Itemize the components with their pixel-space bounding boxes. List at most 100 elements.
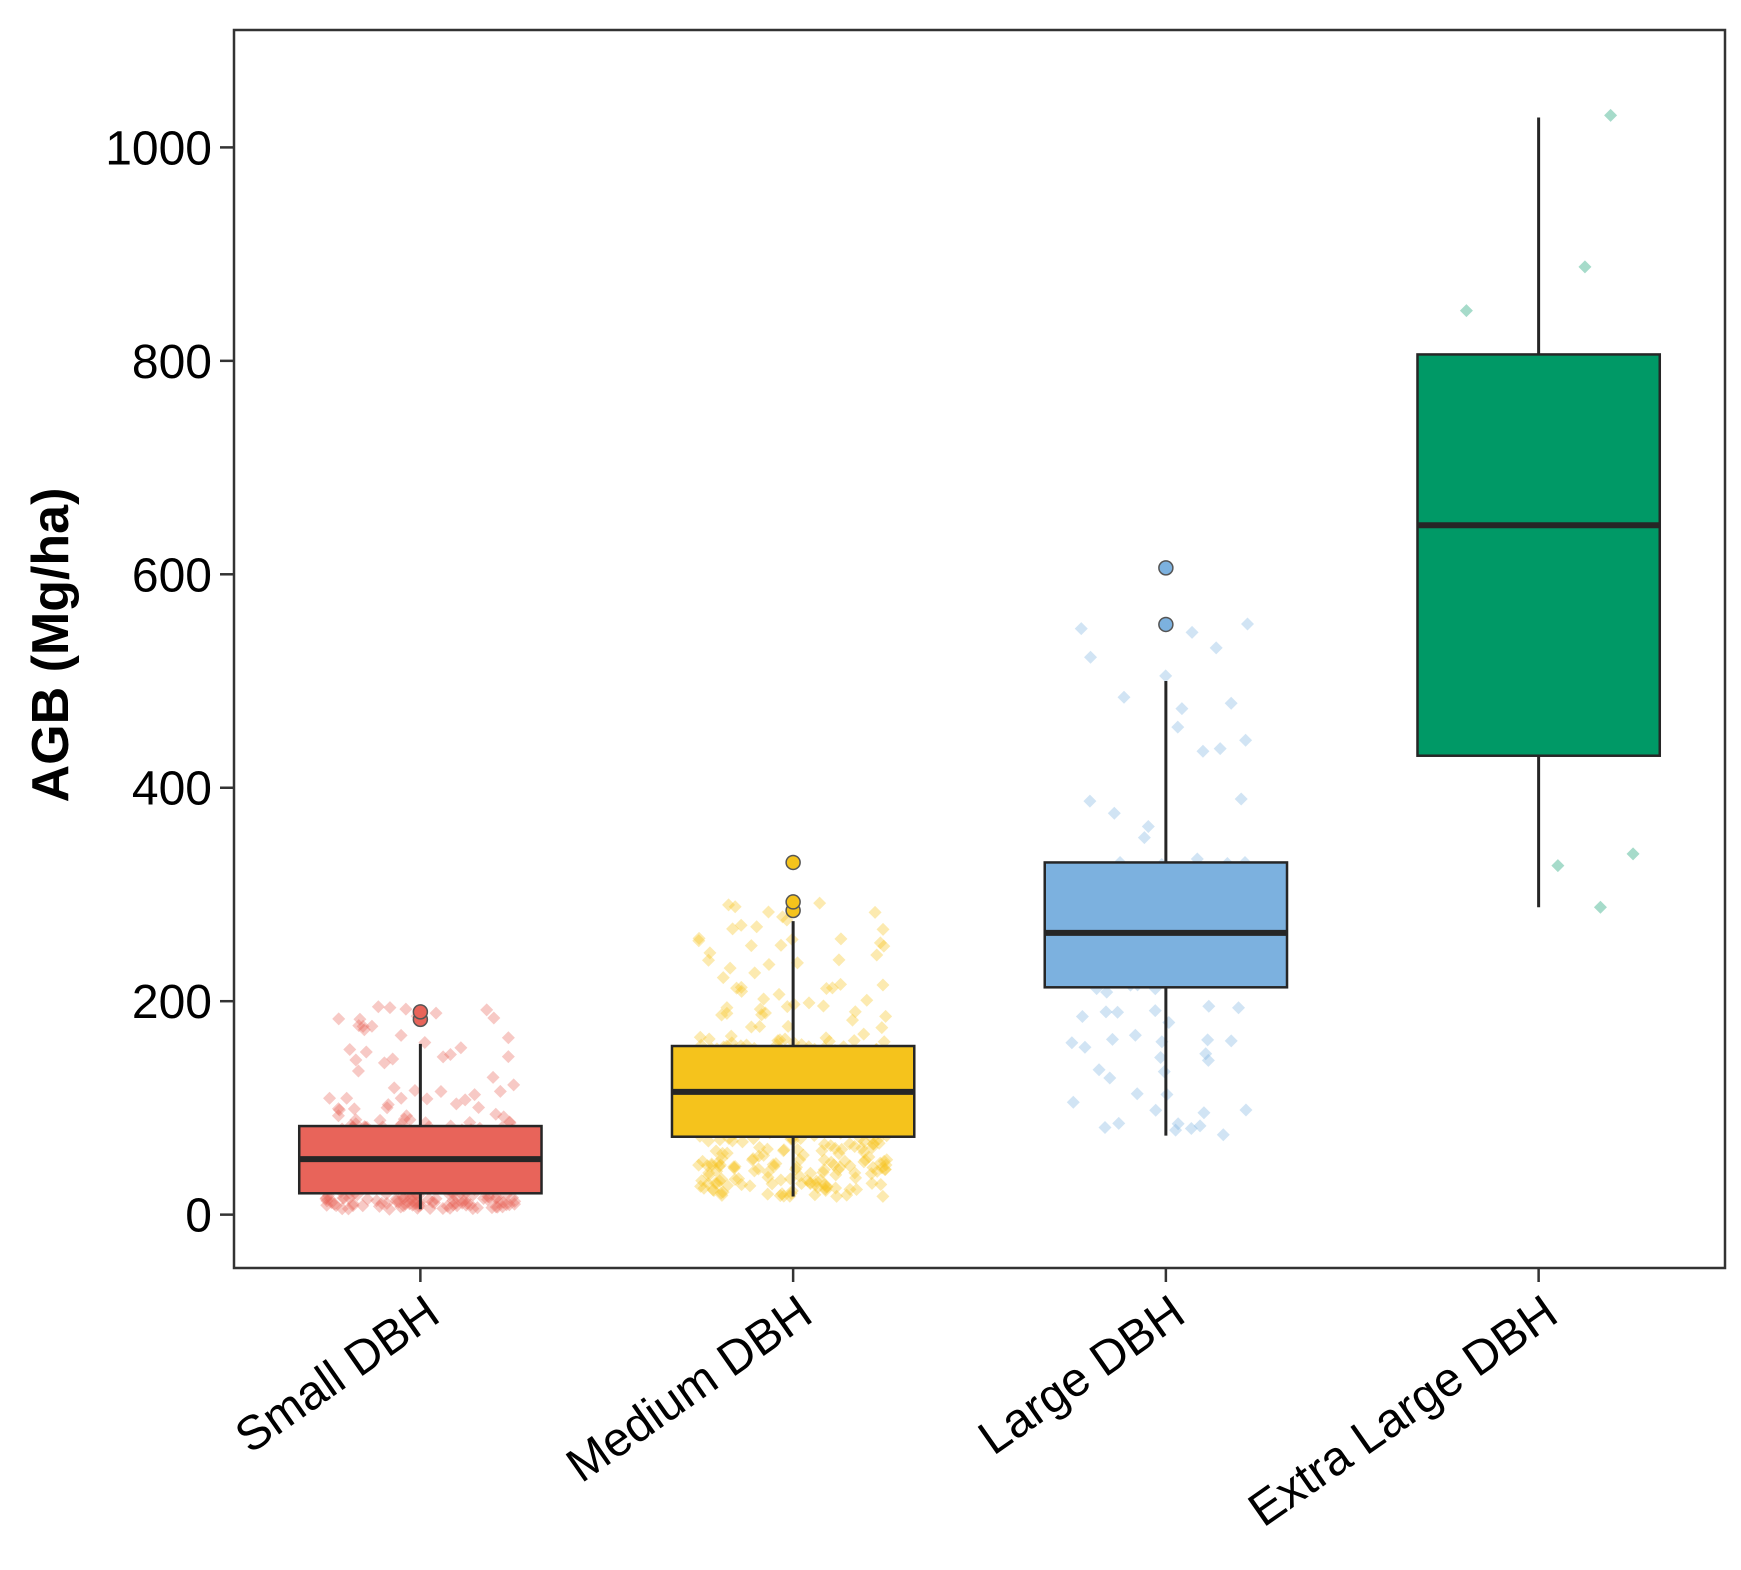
- jitter-point: [1159, 669, 1173, 683]
- jitter-point: [1169, 1123, 1183, 1137]
- jitter-point: [356, 1199, 370, 1213]
- jitter-point: [703, 946, 717, 960]
- jitter-point: [879, 1009, 893, 1023]
- x-tick-label: Extra Large DBH: [1239, 1286, 1567, 1538]
- jitter-point: [822, 1034, 836, 1048]
- jitter-point: [394, 1200, 408, 1214]
- jitter-point: [820, 1180, 834, 1194]
- jitter-point: [753, 1020, 767, 1034]
- jitter-point: [429, 1192, 443, 1206]
- jitter-point: [795, 1177, 809, 1191]
- jitter-point: [776, 910, 790, 924]
- jitter-point: [486, 1070, 500, 1084]
- box-rect: [1043, 861, 1289, 989]
- jitter-point: [769, 1157, 783, 1171]
- jitter-point: [809, 1174, 823, 1188]
- jitter-point: [1551, 859, 1565, 873]
- jitter-point: [470, 1201, 484, 1215]
- jitter-point: [811, 1181, 825, 1195]
- jitter-point: [1213, 742, 1227, 756]
- jitter-point: [870, 948, 884, 962]
- jitter-point: [873, 1156, 887, 1170]
- jitter-point: [335, 1202, 349, 1216]
- jitter-point: [857, 1155, 871, 1169]
- jitter-point: [487, 1011, 501, 1025]
- jitter-point: [705, 1158, 719, 1172]
- jitter-point: [481, 1192, 495, 1206]
- jitter-point: [724, 1029, 738, 1043]
- jitter-point: [803, 1177, 817, 1191]
- jitter-point: [449, 1196, 463, 1210]
- jitter-point: [386, 1052, 400, 1066]
- jitter-point: [380, 1101, 394, 1115]
- jitter-point: [712, 1159, 726, 1173]
- jitter-point: [1148, 1004, 1162, 1018]
- jitter-point: [359, 1045, 373, 1059]
- jitter-point: [1100, 985, 1114, 999]
- jitter-point: [455, 1193, 469, 1207]
- outlier-point: [1158, 560, 1174, 576]
- jitter-point: [489, 1200, 503, 1214]
- jitter-point: [732, 1172, 746, 1186]
- jitter-point: [858, 1153, 872, 1167]
- jitter-point: [773, 1189, 787, 1203]
- jitter-point: [1128, 1028, 1142, 1042]
- jitter-point: [412, 1199, 426, 1213]
- jitter-point: [873, 936, 887, 950]
- jitter-point: [429, 1006, 443, 1020]
- jitter-point: [777, 1143, 791, 1157]
- jitter-point: [425, 1195, 439, 1209]
- jitter-point: [502, 1198, 516, 1212]
- jitter-point: [878, 1162, 892, 1176]
- jitter-point: [381, 1098, 395, 1112]
- jitter-point: [347, 1102, 361, 1116]
- jitter-point: [843, 1182, 857, 1196]
- jitter-point: [500, 1198, 514, 1212]
- jitter-point: [501, 1050, 515, 1064]
- jitter-point: [319, 1191, 333, 1205]
- jitter-point: [1626, 847, 1640, 861]
- jitter-point: [1105, 1032, 1119, 1046]
- jitter-point: [329, 1199, 343, 1213]
- jitter-point: [1078, 1040, 1092, 1054]
- jitter-point: [744, 939, 758, 953]
- jitter-point: [774, 1173, 788, 1187]
- jitter-point: [817, 1163, 831, 1177]
- jitter-point: [1209, 641, 1223, 655]
- jitter-point: [440, 1199, 454, 1213]
- jitter-point: [436, 1202, 450, 1216]
- jitter-point: [877, 1154, 891, 1168]
- jitter-point: [1074, 622, 1088, 636]
- jitter-point: [1201, 1053, 1215, 1067]
- jitter-point: [828, 1141, 842, 1155]
- jitter-point: [449, 1097, 463, 1111]
- jitter-point: [777, 1189, 791, 1203]
- jitter-point: [1578, 260, 1592, 274]
- jitter-point: [815, 1144, 829, 1158]
- jitter-point: [755, 1008, 769, 1022]
- jitter-point: [692, 931, 706, 945]
- jitter-point: [356, 1019, 370, 1033]
- jitter-point: [694, 1179, 708, 1193]
- jitter-point: [775, 1187, 789, 1201]
- jitter-point: [831, 1163, 845, 1177]
- jitter-point: [403, 1113, 417, 1127]
- jitter-point: [857, 1134, 871, 1148]
- jitter-point: [382, 1202, 396, 1216]
- jitter-point: [427, 1196, 441, 1210]
- jitter-point: [1224, 1034, 1238, 1048]
- jitter-point: [1149, 1103, 1163, 1117]
- jitter-point: [855, 1141, 869, 1155]
- jitter-point: [728, 1159, 742, 1173]
- jitter-point: [701, 1177, 715, 1191]
- jitter-point: [383, 1001, 397, 1015]
- jitter-point: [450, 1199, 464, 1213]
- jitter-point: [1193, 1119, 1207, 1133]
- jitter-point: [455, 1196, 469, 1210]
- jitter-point: [372, 1199, 386, 1213]
- jitter-point: [501, 1031, 515, 1045]
- jitter-point: [323, 1091, 337, 1105]
- jitter-point: [1216, 1128, 1230, 1142]
- jitter-point: [695, 1174, 709, 1188]
